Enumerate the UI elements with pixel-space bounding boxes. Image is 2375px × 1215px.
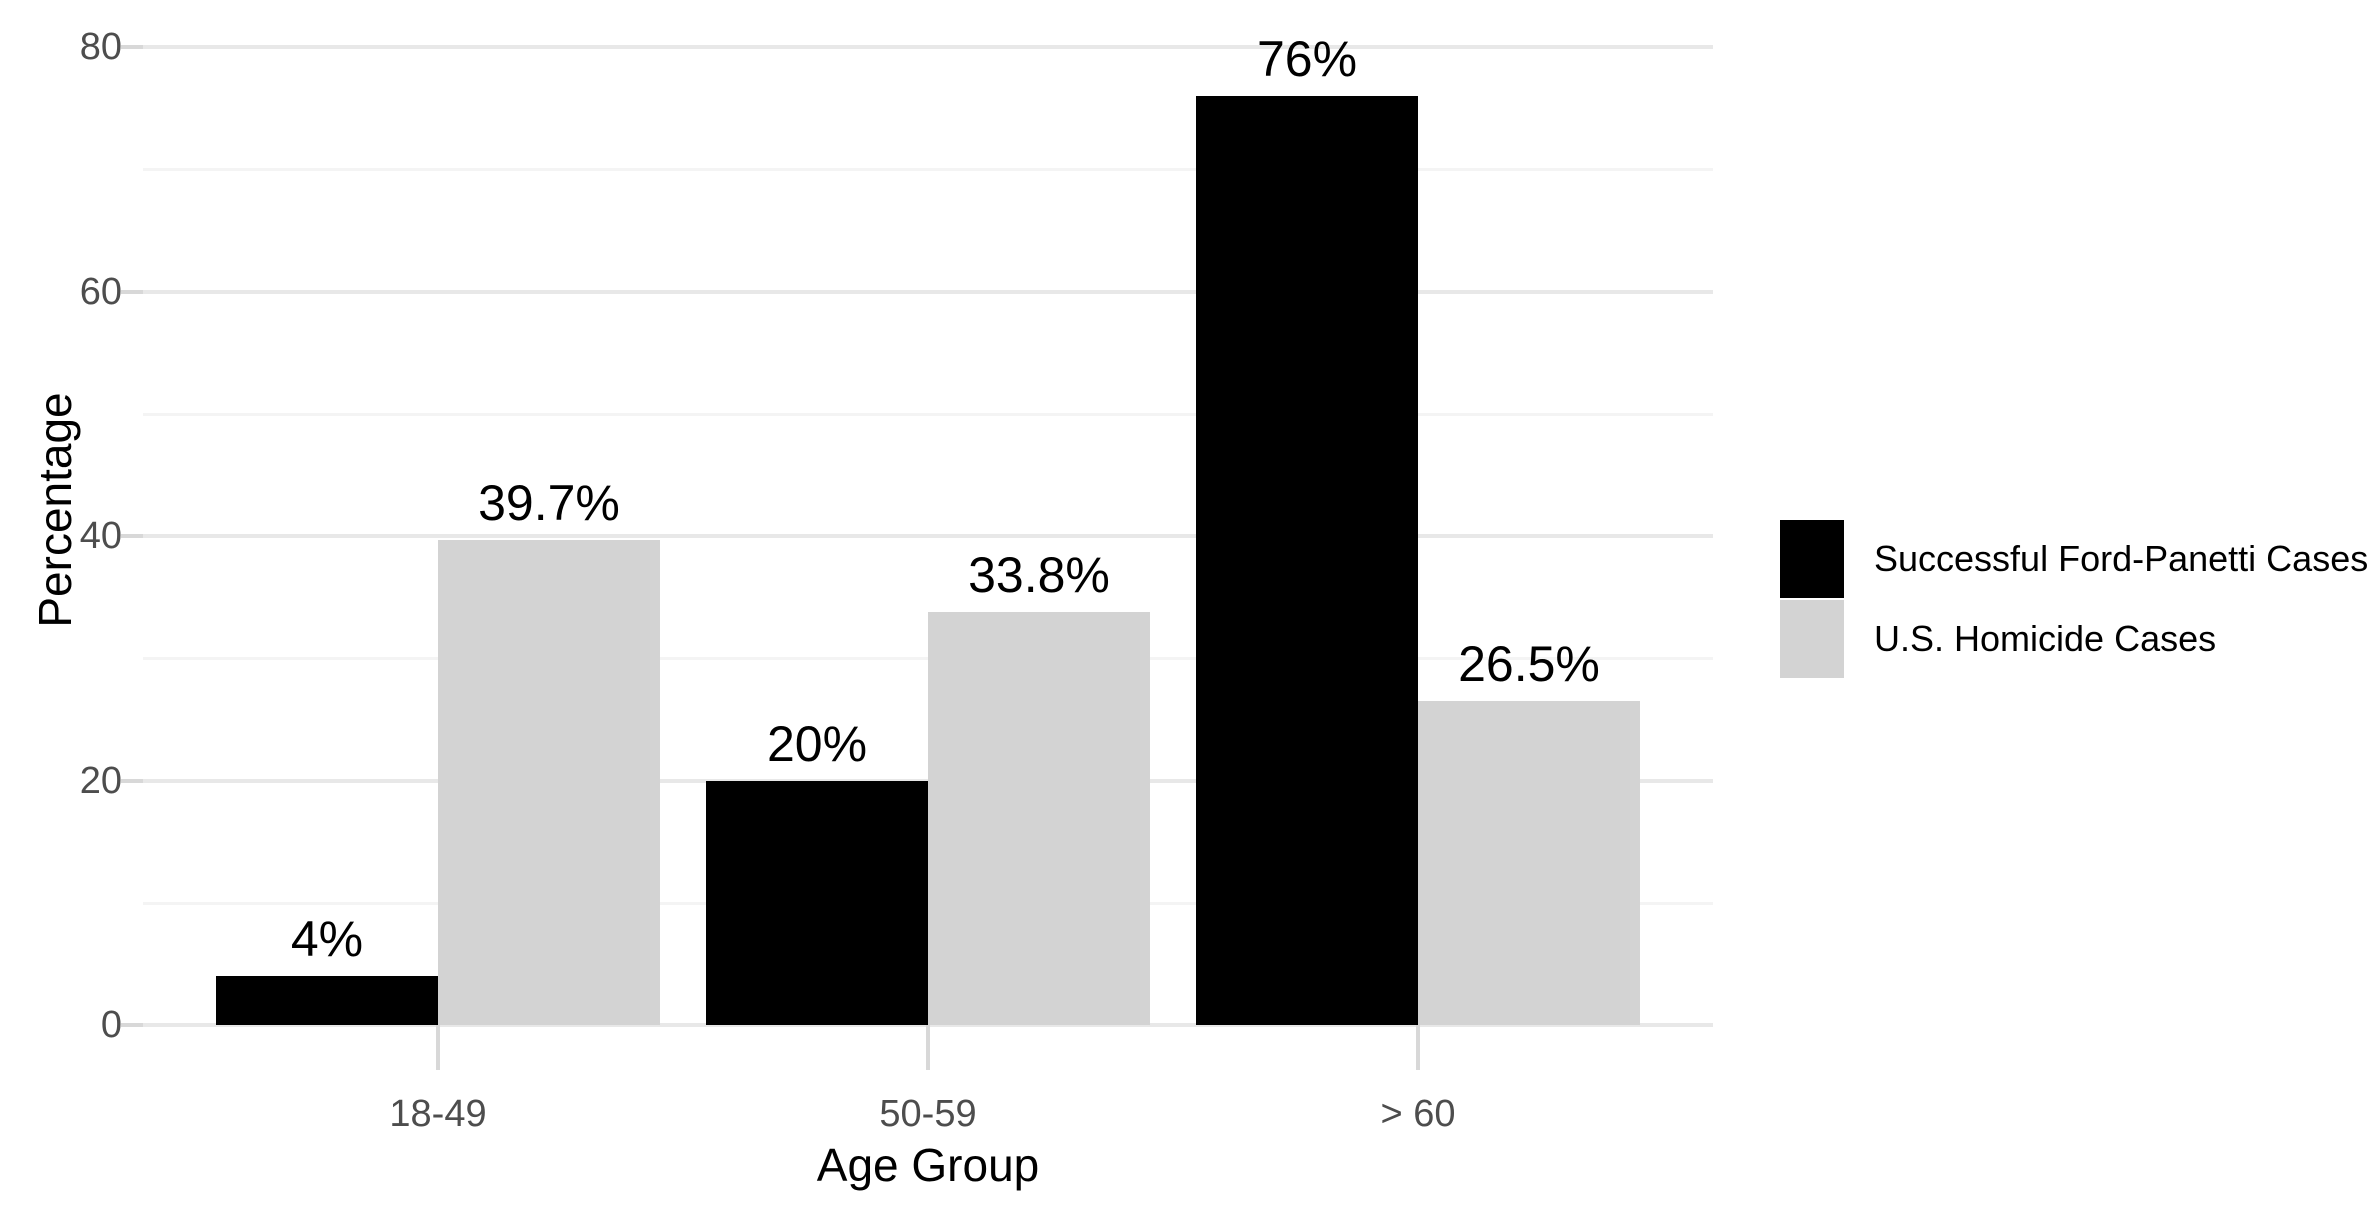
bar-ford-panetti-18-49	[216, 976, 438, 1025]
bar-value-label: 39.7%	[478, 474, 620, 531]
bar-value-label: 26.5%	[1458, 636, 1600, 693]
major-gridline	[143, 45, 1713, 49]
y-axis-tick	[121, 778, 143, 783]
legend-label: Successful Ford-Panetti Cases	[1874, 538, 2369, 579]
bar-homicide-> 60	[1418, 701, 1640, 1025]
y-axis-tick	[121, 45, 143, 49]
x-axis-tick	[1416, 1025, 1420, 1070]
y-axis-tick-label: 40	[79, 515, 122, 557]
bar-ford-panetti-50-59	[706, 780, 928, 1025]
x-axis-tick-label: 18-49	[389, 1093, 487, 1135]
x-axis-title: Age Group	[816, 1139, 1040, 1191]
y-axis-tick	[121, 1023, 143, 1027]
y-axis-tick-label: 20	[79, 759, 122, 802]
x-axis-tick	[436, 1025, 440, 1070]
bar-value-label: 33.8%	[968, 546, 1110, 603]
y-axis-tick-label: 60	[79, 270, 122, 313]
legend-label: U.S. Homicide Cases	[1874, 618, 2217, 659]
x-axis-tick	[926, 1025, 930, 1070]
y-axis-tick	[121, 534, 143, 538]
bar-ford-panetti-> 60	[1196, 95, 1418, 1025]
y-axis-title: Percentage	[29, 392, 81, 628]
minor-gridline	[143, 412, 1713, 416]
y-axis-tick-label: 0	[100, 1004, 122, 1046]
y-axis-tick	[121, 289, 143, 294]
major-gridline	[143, 289, 1713, 294]
major-gridline	[143, 534, 1713, 538]
legend-item: Successful Ford-Panetti Cases	[1780, 520, 2368, 598]
legend-swatch-ford-panetti	[1780, 520, 1844, 598]
minor-gridline	[143, 168, 1713, 172]
x-axis-tick-label: > 60	[1380, 1093, 1456, 1135]
bar-homicide-18-49	[438, 539, 660, 1025]
legend-swatch-homicide	[1780, 600, 1844, 678]
bar-homicide-50-59	[928, 611, 1150, 1025]
bar-value-label: 76%	[1256, 30, 1358, 87]
x-axis-tick-label: 50-59	[879, 1093, 977, 1135]
legend-item: U.S. Homicide Cases	[1780, 600, 2368, 678]
y-axis-tick-label: 80	[79, 26, 122, 68]
bar-value-label: 20%	[766, 715, 868, 772]
legend: Successful Ford-Panetti Cases U.S. Homic…	[1780, 520, 2368, 678]
bar-value-label: 4%	[290, 911, 364, 968]
